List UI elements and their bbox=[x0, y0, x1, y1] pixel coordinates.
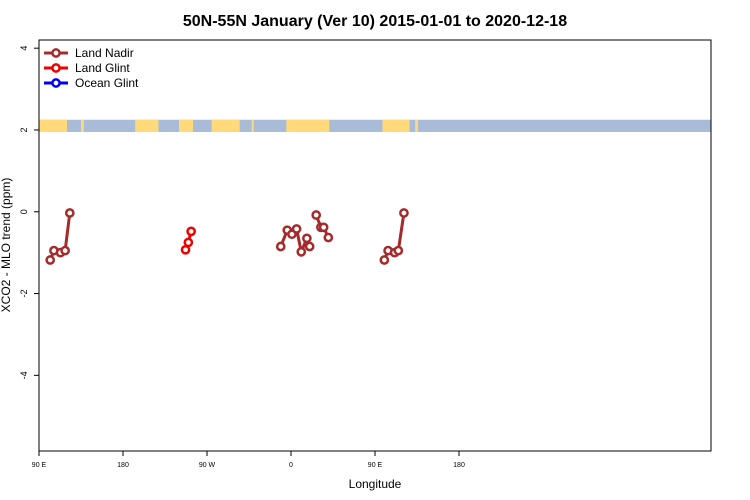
land-band-segment bbox=[415, 119, 418, 133]
land-glint-legend-label: Land Glint bbox=[75, 61, 130, 75]
x-tick-label: 90 W bbox=[199, 462, 216, 469]
y-tick-label: 4 bbox=[19, 46, 29, 51]
x-tick-label: 90 E bbox=[32, 462, 47, 469]
land-nadir-point bbox=[45, 255, 56, 265]
ocean-glint-legend-marker bbox=[51, 78, 61, 88]
land-band-segment bbox=[179, 119, 193, 133]
land-band-segment bbox=[211, 119, 240, 133]
land-band-segment bbox=[251, 119, 254, 133]
x-tick-label: 90 E bbox=[368, 462, 383, 469]
x-tick-label: 180 bbox=[453, 462, 465, 469]
y-tick-label: -2 bbox=[19, 290, 29, 298]
land-band-segment bbox=[81, 119, 84, 133]
y-tick-label: 2 bbox=[19, 127, 29, 132]
land-nadir-point bbox=[399, 208, 409, 218]
land-nadir-point bbox=[291, 224, 302, 234]
chart-title: 50N-55N January (Ver 10) 2015-01-01 to 2… bbox=[183, 13, 567, 30]
y-tick-label: 0 bbox=[19, 209, 29, 214]
plot-frame bbox=[38, 39, 712, 452]
land-nadir-point bbox=[393, 245, 404, 256]
land-glint-point bbox=[186, 226, 196, 237]
y-axis: 4 2 0 -2 -4 bbox=[19, 46, 39, 379]
land-band-segment bbox=[286, 119, 330, 133]
land-band-segment bbox=[39, 119, 67, 133]
land-nadir-point bbox=[379, 255, 390, 265]
land-glint-legend-marker bbox=[51, 63, 61, 73]
land-sea-band bbox=[39, 119, 711, 133]
x-axis-label: Longitude bbox=[349, 477, 402, 491]
land-nadir-point bbox=[60, 245, 70, 256]
land-nadir-legend-marker bbox=[51, 48, 61, 58]
land-nadir-legend-label: Land Nadir bbox=[75, 46, 134, 60]
ocean-glint-legend-label: Ocean Glint bbox=[75, 76, 139, 90]
land-band-segment bbox=[382, 119, 410, 133]
land-nadir-point bbox=[296, 246, 307, 257]
land-nadir-point bbox=[302, 233, 312, 244]
land-nadir-point bbox=[64, 208, 75, 218]
land-nadir-point bbox=[318, 222, 329, 233]
x-tick-label: 0 bbox=[289, 462, 293, 469]
land-nadir-point bbox=[304, 241, 315, 252]
y-axis-label: XCO2 - MLO trend (ppm) bbox=[0, 178, 13, 313]
series-layer bbox=[45, 208, 409, 265]
land-nadir-point bbox=[275, 241, 286, 252]
y-tick-label: -4 bbox=[19, 371, 29, 379]
x-tick-label: 180 bbox=[117, 462, 129, 469]
land-glint-point bbox=[183, 237, 194, 248]
land-nadir-point bbox=[311, 210, 322, 220]
land-band-segment bbox=[135, 119, 159, 133]
x-axis: 90 E 180 90 W 0 90 E 180 bbox=[32, 451, 465, 469]
ocean-band bbox=[39, 119, 711, 133]
land-nadir-point bbox=[323, 232, 334, 243]
